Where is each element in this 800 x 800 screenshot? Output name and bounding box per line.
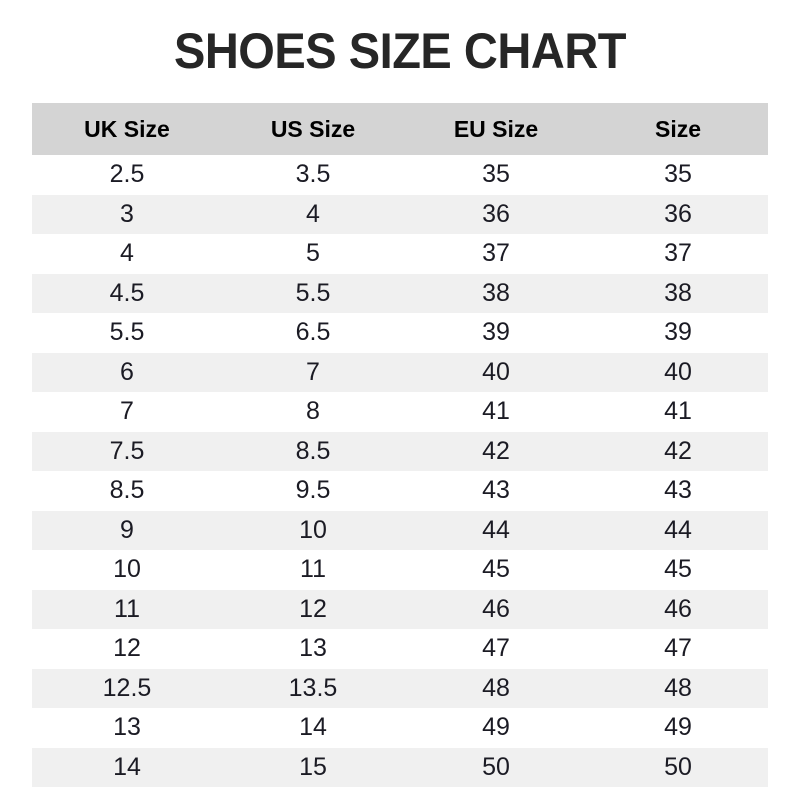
cell-us: 8.5	[222, 431, 404, 471]
table-row: 12 13 47 47	[32, 629, 768, 669]
cell-eu: 35	[404, 155, 588, 195]
cell-size: 45	[588, 550, 768, 590]
cell-uk: 7.5	[32, 431, 222, 471]
cell-uk: 14	[32, 747, 222, 787]
cell-size: 48	[588, 668, 768, 708]
table-row: 5.5 6.5 39 39	[32, 313, 768, 353]
table-header: UK Size US Size EU Size Size	[32, 103, 768, 155]
cell-size: 35	[588, 155, 768, 195]
page-title: SHOES SIZE CHART	[173, 23, 627, 79]
cell-us: 5.5	[222, 273, 404, 313]
cell-us: 3.5	[222, 155, 404, 195]
cell-size: 50	[588, 747, 768, 787]
cell-size: 40	[588, 352, 768, 392]
cell-uk: 4	[32, 234, 222, 274]
cell-eu: 37	[404, 234, 588, 274]
table-body: 2.5 3.5 35 35 3 4 36 36 4 5 37 37 4.5 5.5 38 38 5.5 6.5 39…	[32, 155, 768, 787]
cell-size: 44	[588, 510, 768, 550]
cell-us: 13	[222, 629, 404, 669]
table-row: 10 11 45 45	[32, 550, 768, 590]
table-row: 9 10 44 44	[32, 510, 768, 550]
table-row: 13 14 49 49	[32, 708, 768, 748]
table-row: 14 15 50 50	[32, 747, 768, 787]
cell-uk: 11	[32, 589, 222, 629]
cell-eu: 36	[404, 194, 588, 234]
cell-us: 13.5	[222, 668, 404, 708]
cell-eu: 50	[404, 747, 588, 787]
cell-uk: 4.5	[32, 273, 222, 313]
table-row: 11 12 46 46	[32, 589, 768, 629]
cell-uk: 12.5	[32, 668, 222, 708]
cell-us: 7	[222, 352, 404, 392]
cell-size: 36	[588, 194, 768, 234]
cell-size: 47	[588, 629, 768, 669]
table-header-row: UK Size US Size EU Size Size	[32, 103, 768, 155]
cell-uk: 13	[32, 708, 222, 748]
cell-eu: 38	[404, 273, 588, 313]
cell-us: 8	[222, 392, 404, 432]
cell-size: 46	[588, 589, 768, 629]
table-row: 8.5 9.5 43 43	[32, 471, 768, 511]
cell-us: 4	[222, 194, 404, 234]
cell-eu: 48	[404, 668, 588, 708]
table-row: 3 4 36 36	[32, 194, 768, 234]
cell-size: 43	[588, 471, 768, 511]
column-header-size: Size	[588, 103, 768, 155]
cell-uk: 7	[32, 392, 222, 432]
cell-size: 37	[588, 234, 768, 274]
column-header-eu-size: EU Size	[404, 103, 588, 155]
cell-uk: 10	[32, 550, 222, 590]
cell-eu: 47	[404, 629, 588, 669]
table-row: 2.5 3.5 35 35	[32, 155, 768, 195]
cell-size: 38	[588, 273, 768, 313]
table-row: 4 5 37 37	[32, 234, 768, 274]
cell-eu: 46	[404, 589, 588, 629]
cell-eu: 43	[404, 471, 588, 511]
cell-size: 49	[588, 708, 768, 748]
cell-us: 12	[222, 589, 404, 629]
cell-us: 14	[222, 708, 404, 748]
cell-eu: 44	[404, 510, 588, 550]
table-row: 4.5 5.5 38 38	[32, 273, 768, 313]
cell-us: 5	[222, 234, 404, 274]
cell-uk: 9	[32, 510, 222, 550]
cell-size: 39	[588, 313, 768, 353]
cell-eu: 40	[404, 352, 588, 392]
cell-eu: 45	[404, 550, 588, 590]
table-row: 6 7 40 40	[32, 352, 768, 392]
cell-uk: 5.5	[32, 313, 222, 353]
cell-eu: 39	[404, 313, 588, 353]
cell-uk: 8.5	[32, 471, 222, 511]
cell-eu: 49	[404, 708, 588, 748]
cell-size: 42	[588, 431, 768, 471]
cell-us: 10	[222, 510, 404, 550]
cell-eu: 41	[404, 392, 588, 432]
cell-us: 11	[222, 550, 404, 590]
cell-us: 15	[222, 747, 404, 787]
cell-uk: 3	[32, 194, 222, 234]
cell-uk: 2.5	[32, 155, 222, 195]
cell-size: 41	[588, 392, 768, 432]
column-header-uk-size: UK Size	[32, 103, 222, 155]
cell-uk: 6	[32, 352, 222, 392]
cell-eu: 42	[404, 431, 588, 471]
size-conversion-table: UK Size US Size EU Size Size 2.5 3.5 35 35 3…	[32, 103, 768, 787]
table-row: 12.5 13.5 48 48	[32, 668, 768, 708]
cell-us: 9.5	[222, 471, 404, 511]
table-row: 7.5 8.5 42 42	[32, 431, 768, 471]
column-header-us-size: US Size	[222, 103, 404, 155]
table-row: 7 8 41 41	[32, 392, 768, 432]
cell-us: 6.5	[222, 313, 404, 353]
cell-uk: 12	[32, 629, 222, 669]
